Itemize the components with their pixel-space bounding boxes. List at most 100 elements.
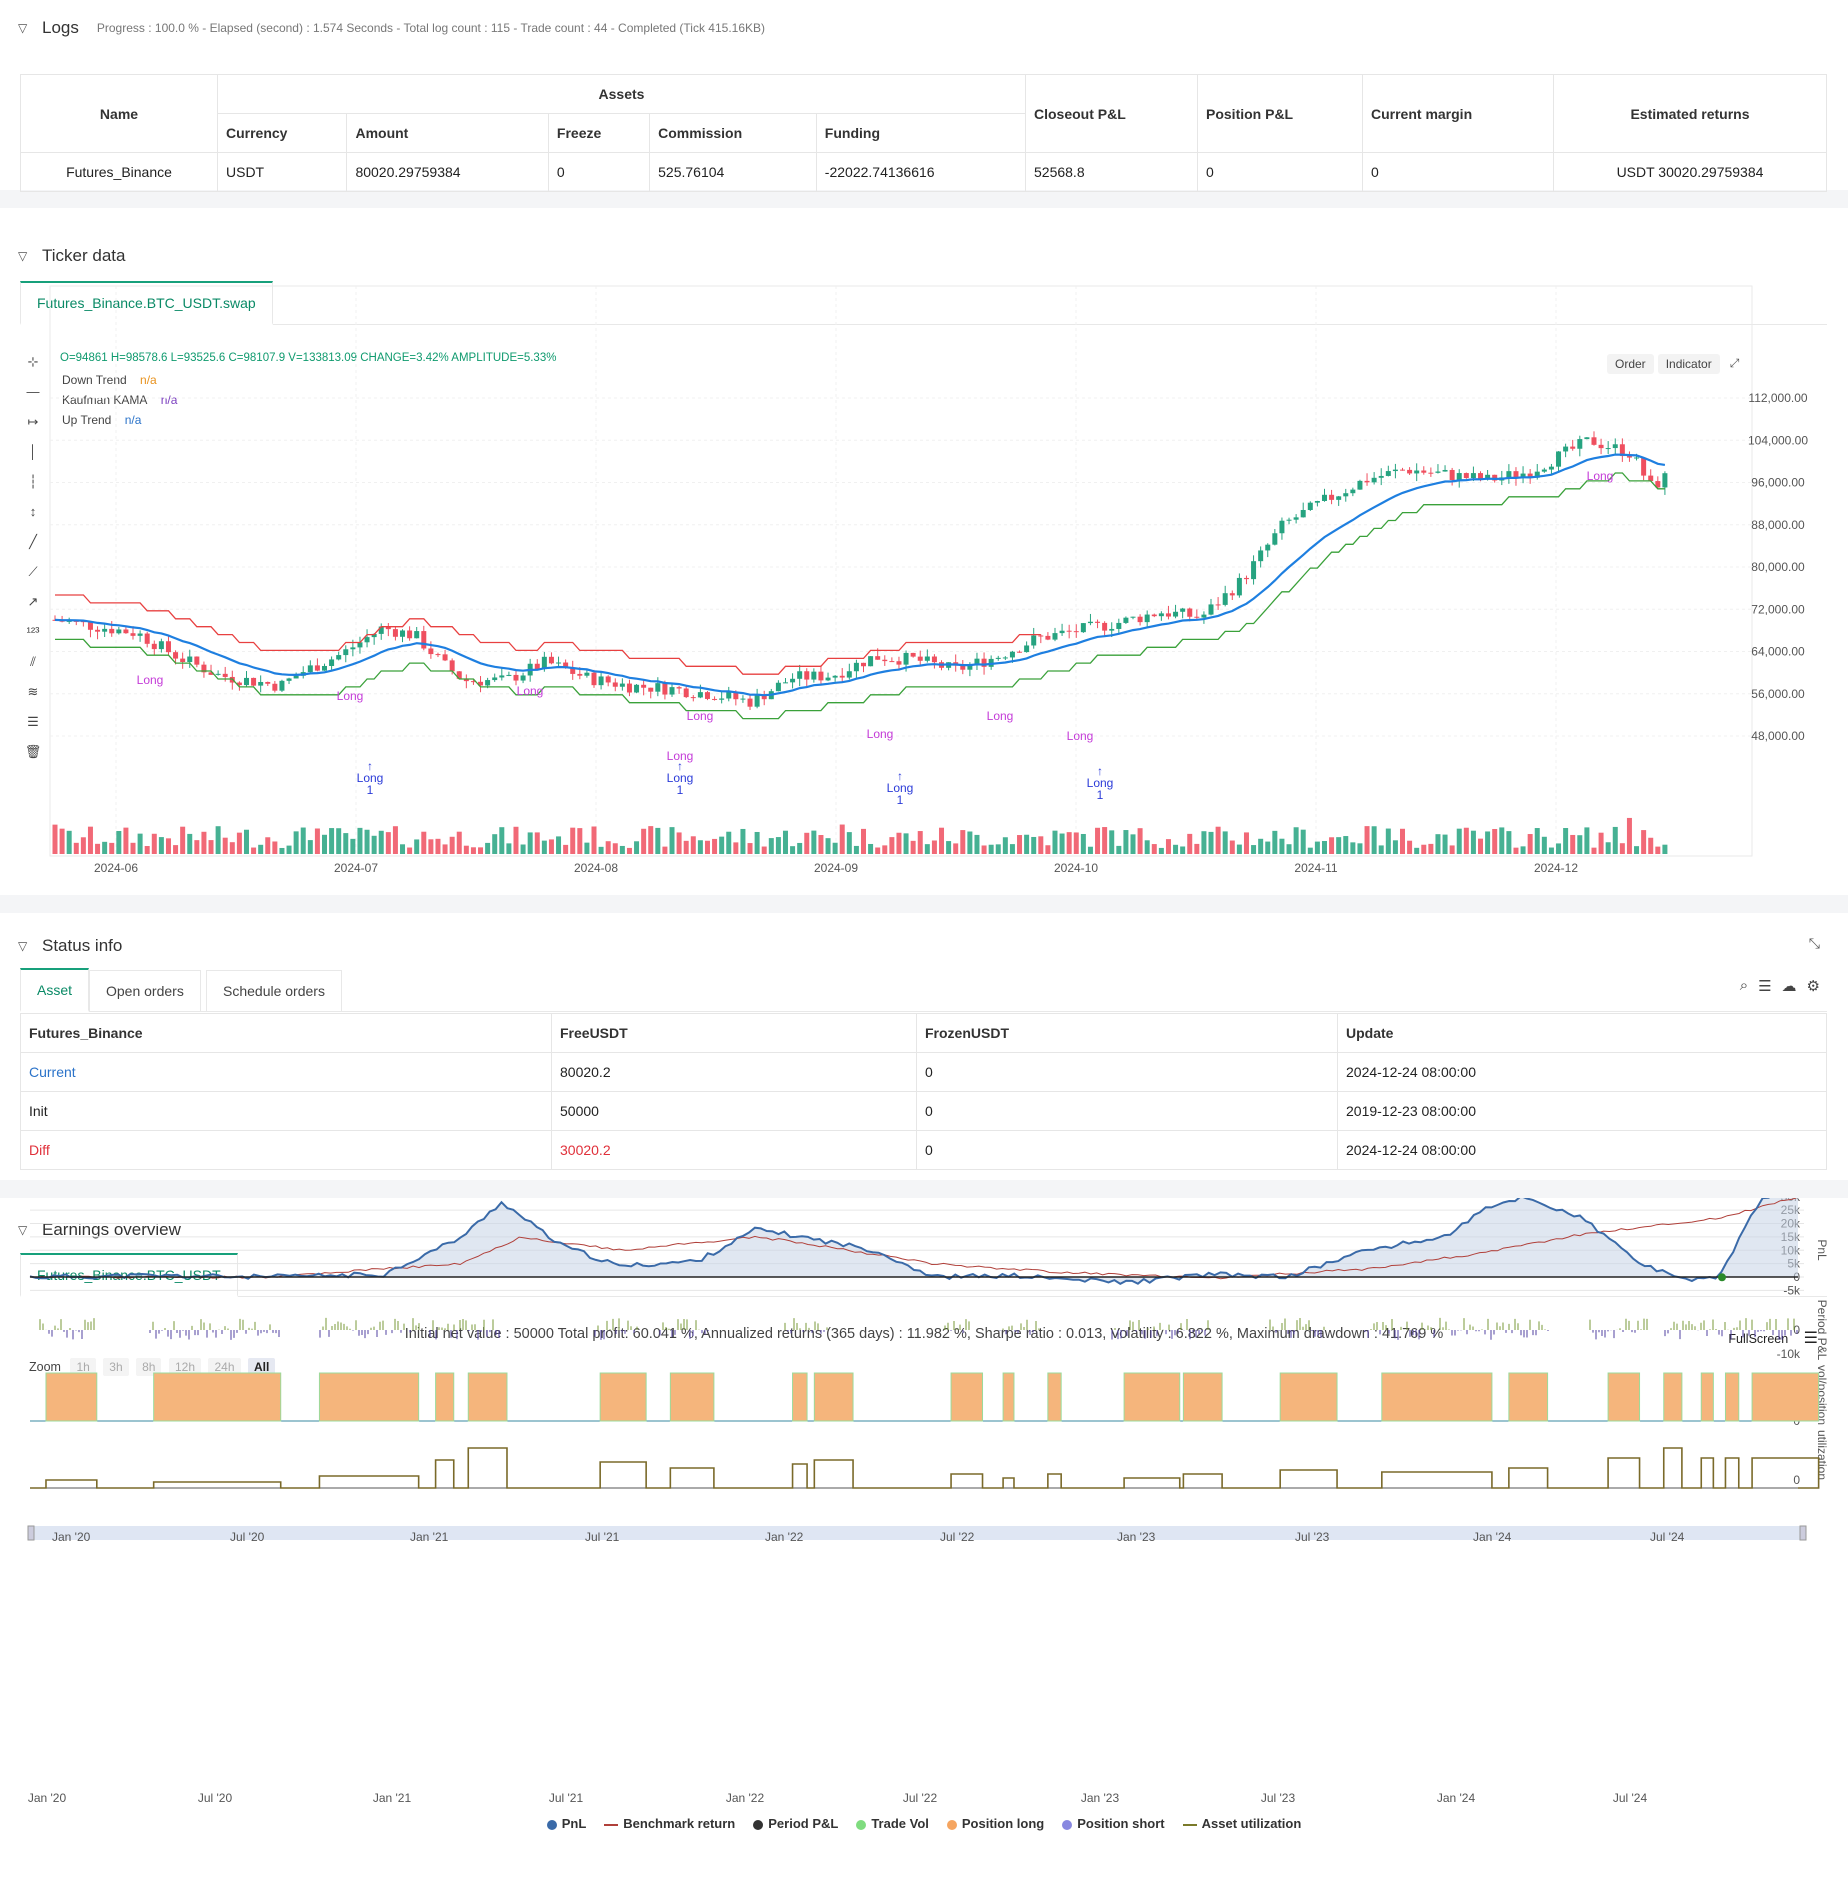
candle-body [1137,616,1143,623]
tab-btc-usdt[interactable]: Futures_Binance.BTC_USDT [20,1253,238,1297]
candle-body [761,694,767,700]
zoom-all[interactable]: All [248,1358,276,1376]
volume-bar [201,831,207,854]
legend-item[interactable]: Trade Vol [856,1816,929,1831]
zoom-8h[interactable]: 8h [136,1358,162,1376]
volume-bar [1066,832,1072,854]
zoom-3h[interactable]: 3h [103,1358,129,1376]
indicator-button[interactable]: Indicator [1657,354,1720,374]
volume-bar [598,846,604,854]
zoom-1h[interactable]: 1h [70,1358,96,1376]
cloud-download-icon[interactable]: ☁ [1781,978,1797,995]
volume-bar [910,840,916,854]
candle-body [924,656,930,661]
collapse-icon[interactable]: ⤡ [1808,935,1820,951]
tab-open-orders[interactable]: Open orders [89,970,201,1012]
volume-bar [1080,833,1086,854]
zoom-24h[interactable]: 24h [208,1358,241,1376]
legend-down-trend[interactable]: Down Trend n/a [62,373,157,387]
volume-bar [1336,837,1342,854]
vertical-line-icon[interactable]: │ [28,444,38,459]
volume-bar [804,832,810,854]
col-position: Position P&L [1197,74,1363,153]
volume-bar [499,827,505,854]
candle-body [1116,622,1122,629]
legend-item[interactable]: Position long [946,1816,1044,1831]
parallel-channel-icon[interactable]: ⫽ [30,654,36,669]
status-table: Futures_Binance FreeUSDT FrozenUSDT Upda… [20,1013,1827,1170]
candle-body [1378,475,1384,478]
gear-icon[interactable]: ⚙ [1806,978,1820,995]
search-icon[interactable]: ⌕ [1739,977,1749,994]
candle-body [1619,444,1625,457]
segment-icon[interactable]: ⟋ [28,564,38,579]
ticker-header[interactable]: ▽ Ticker data [18,244,125,268]
tab-schedule-orders[interactable]: Schedule orders [206,970,342,1012]
volume-bar [634,841,640,854]
tab-asset[interactable]: Asset [20,968,90,1012]
legend-up-trend[interactable]: Up Trend n/a [62,413,142,427]
volume-bar [1116,845,1122,854]
menu-icon[interactable]: ☰ [1803,1330,1818,1347]
chevron-down-icon[interactable]: ▽ [18,249,28,263]
candle-body [676,687,682,689]
horizontal-ray-icon[interactable]: ↦ [27,414,39,429]
position-long-block [153,1372,282,1422]
candle-body [1314,500,1320,503]
volume-bar [1556,843,1562,854]
order-button[interactable]: Order [1607,354,1654,374]
expand-icon[interactable]: ⤢ [1729,356,1740,370]
volume-bars [52,817,1668,854]
volume-bar [534,832,540,854]
tab-btc-usdt-swap[interactable]: Futures_Binance.BTC_USDT.swap [20,281,273,325]
legend-item[interactable]: Asset utilization [1182,1816,1301,1831]
list-icon[interactable]: ☰ [1758,978,1772,995]
vertical-segment-icon[interactable]: ┆ [29,474,37,489]
legend-item[interactable]: Position short [1062,1816,1165,1831]
candle-body [442,654,448,661]
chart-controls: Order Indicator ⤢ [1607,354,1743,374]
candlestick-chart[interactable]: 112,000.00 104,000.00 96,000.00 88,000.00 80… [0,208,1848,895]
sub-amount: Amount [346,113,549,153]
horizontal-line-icon[interactable]: — [26,384,40,399]
volume-bar [797,842,803,854]
zoom-12h[interactable]: 12h [168,1358,201,1376]
legend-item[interactable]: PnL [546,1816,586,1831]
candle-body [435,654,441,656]
legend-item[interactable]: Period P&L [753,1816,838,1831]
chevron-down-icon[interactable]: ▽ [18,21,28,35]
vertical-ray-icon[interactable]: ↕ [29,504,37,519]
x-tick-label: Jul '21 [549,1791,584,1805]
price-label-icon[interactable]: ¹²³ [26,624,40,639]
volume-bar [236,832,242,854]
cell: -22022.74136616 [815,152,1027,192]
candle-body [463,678,469,682]
crosshair-icon[interactable]: ⊹ [27,354,39,369]
volume-bar [80,837,86,854]
position-long-block [813,1372,854,1422]
legend-item[interactable]: Benchmark return [604,1816,735,1831]
candle-body [1286,519,1292,521]
trend-line-icon[interactable]: ╱ [29,534,37,549]
volume-bar [1492,828,1498,854]
ray-icon[interactable]: ↗ [27,594,39,609]
y-tick-label: 80,000.00 [1751,560,1805,574]
candle-body [740,698,746,700]
fib-icon[interactable]: ≋ [27,684,39,699]
legend-kama[interactable]: Kaufman KAMA n/a [62,393,178,407]
volume-bar [158,837,164,854]
volume-bar [853,845,859,854]
fib-levels-icon[interactable]: ☰ [27,714,39,729]
delete-icon[interactable]: 🗑 [24,744,42,759]
logs-header[interactable]: ▽ Logs Progress : 100.0 % - Elapsed (sec… [18,16,765,40]
signal-long-label: Long [1067,729,1094,743]
row-label-current[interactable]: Current [20,1052,552,1092]
cell: 80020.29759384 [346,152,549,192]
chevron-down-icon[interactable]: ▽ [18,1223,28,1237]
status-header[interactable]: ▽ Status info [18,934,122,958]
candle-body [605,676,611,683]
earnings-header[interactable]: ▽ Earnings overview [18,1218,181,1242]
chevron-down-icon[interactable]: ▽ [18,939,28,953]
volume-bar [1307,847,1313,854]
